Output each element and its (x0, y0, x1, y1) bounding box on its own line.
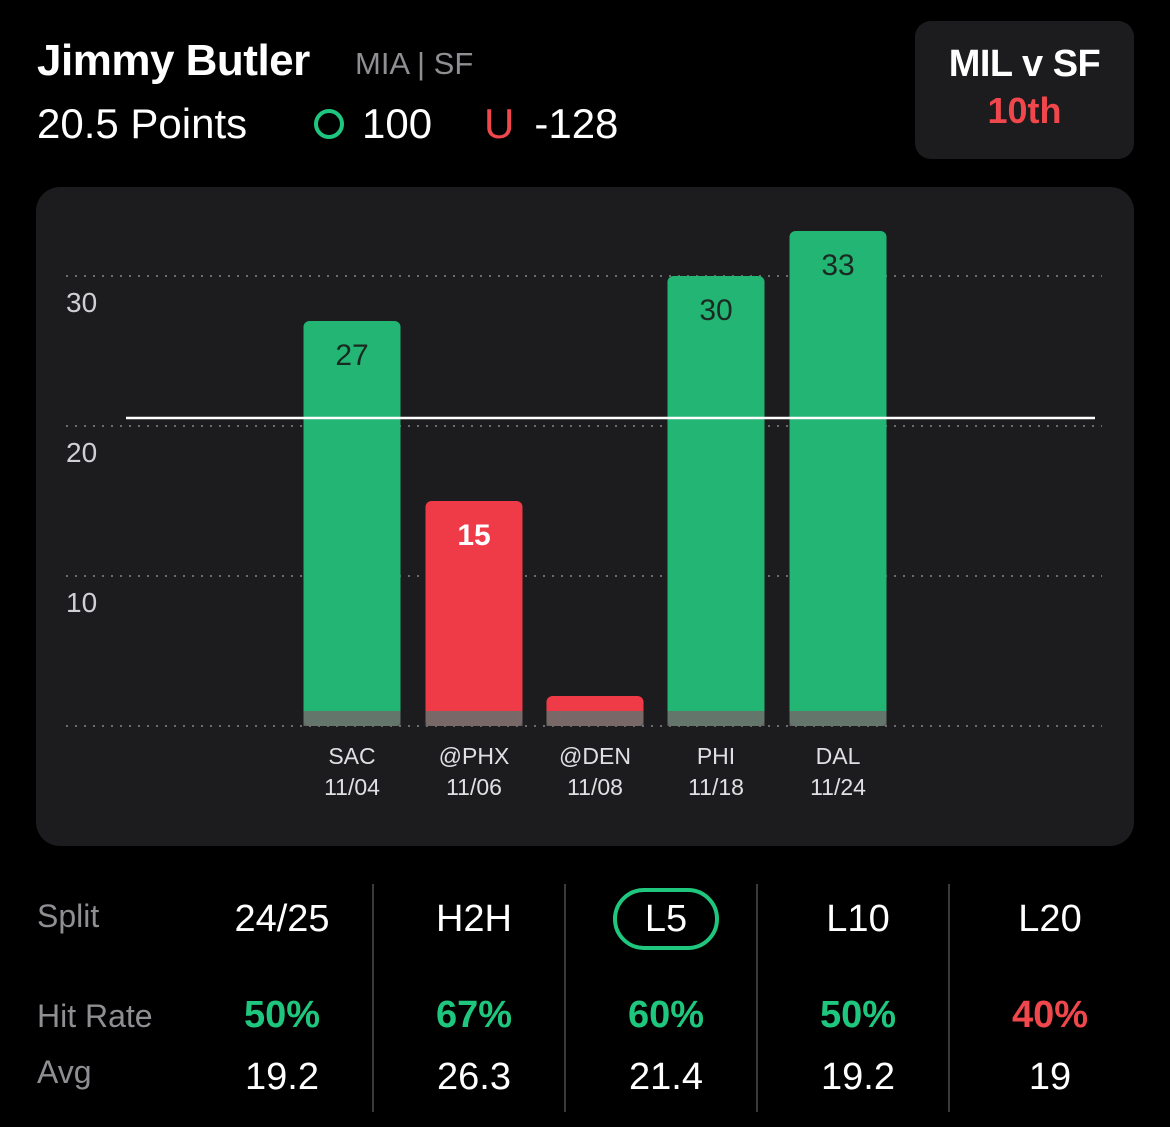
bar-base (425, 711, 523, 726)
over-odds[interactable]: 100 (314, 100, 432, 148)
bar-value-label: 27 (335, 339, 368, 372)
matchup-card[interactable]: MIL v SF 10th (915, 21, 1134, 159)
split-column-h2h[interactable]: H2H 67% 26.3 (378, 880, 570, 1120)
hit-rate-row-label: Hit Rate (37, 998, 153, 1034)
matchup-title: MIL v SF (948, 43, 1101, 85)
split-column-l20[interactable]: L20 40% 19 (954, 880, 1146, 1120)
matchup-rank: 10th (987, 90, 1062, 131)
x-tick-date: 11/18 (688, 774, 744, 800)
column-divider (372, 884, 374, 1112)
over-value: 100 (362, 100, 433, 147)
avg-value: 26.3 (437, 1056, 511, 1098)
x-tick-date: 11/24 (810, 774, 866, 800)
split-tab[interactable]: L5 (570, 888, 762, 950)
avg-value: 19 (1028, 1056, 1072, 1098)
split-column-l5[interactable]: L5 60% 21.4 (570, 880, 762, 1120)
column-divider (564, 884, 566, 1112)
avg-value: 19.2 (245, 1056, 319, 1098)
avg-value: 19.2 (821, 1056, 895, 1098)
split-tab[interactable]: L10 (826, 898, 890, 940)
hit-rate-value: 40% (1011, 994, 1089, 1036)
over-circle-icon (314, 109, 344, 139)
column-divider (756, 884, 758, 1112)
x-tick-opponent: PHI (697, 743, 735, 769)
under-label: U (484, 100, 515, 147)
stats-table: Split Hit Rate Avg 24/25 50% 19.2 H2H 67% 26.… (0, 880, 1170, 1120)
x-tick-opponent: @PHX (439, 743, 510, 769)
bar (303, 321, 401, 726)
x-tick-date: 11/04 (324, 774, 380, 800)
bar-value-label: 33 (821, 249, 854, 282)
x-tick-opponent: @DEN (559, 743, 631, 769)
bar (425, 501, 523, 726)
y-tick-label: 20 (66, 437, 97, 468)
bar-base (789, 711, 887, 726)
split-tab[interactable]: 24/25 (234, 898, 330, 940)
game-log-chart: 10 20 30 27 SAC 11/04 15 @PHX 11/06 @DEN 11/08 30 PH… (36, 187, 1134, 846)
prop-line: 20.5 Points (37, 100, 248, 147)
avg-row-label: Avg (37, 1054, 92, 1090)
bar-value-label: 15 (457, 519, 490, 552)
hit-rate-value: 67% (435, 994, 513, 1036)
hit-rate-value: 60% (627, 994, 705, 1036)
bar-base (667, 711, 765, 726)
x-tick-opponent: SAC (328, 743, 375, 769)
split-row-label: Split (37, 898, 100, 934)
team-labels: MIA | SF (355, 46, 474, 81)
split-tab[interactable]: H2H (435, 898, 513, 940)
bar-base (546, 711, 644, 726)
split-column-2425[interactable]: 24/25 50% 19.2 (186, 880, 378, 1120)
x-tick-date: 11/08 (567, 774, 623, 800)
split-column-l10[interactable]: L10 50% 19.2 (762, 880, 954, 1120)
hit-rate-value: 50% (819, 994, 897, 1036)
y-tick-label: 10 (66, 587, 97, 618)
bar (667, 276, 765, 726)
under-value: -128 (534, 100, 619, 147)
avg-value: 21.4 (629, 1056, 703, 1098)
bar (789, 231, 887, 726)
column-divider (948, 884, 950, 1112)
bar-base (303, 711, 401, 726)
player-name: Jimmy Butler (37, 36, 310, 85)
bar-value-label: 30 (699, 294, 732, 327)
split-tab[interactable]: L20 (1018, 898, 1082, 940)
hit-rate-value: 50% (243, 994, 321, 1036)
y-tick-label: 30 (66, 287, 97, 318)
under-odds[interactable]: U -128 (484, 100, 618, 148)
bar-chart-svg: 10 20 30 27 SAC 11/04 15 @PHX 11/06 @DEN 11/08 30 PH… (66, 231, 1102, 800)
x-tick-date: 11/06 (446, 774, 502, 800)
x-tick-opponent: DAL (816, 743, 861, 769)
